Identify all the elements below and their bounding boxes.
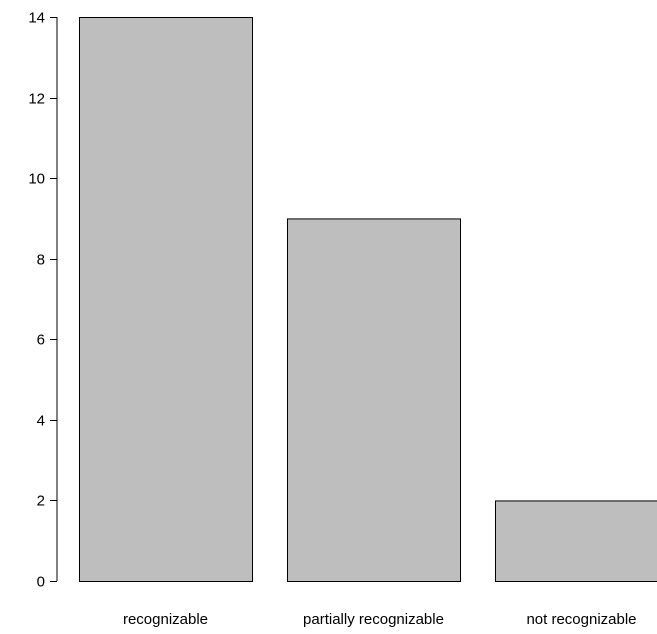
bars bbox=[79, 17, 657, 583]
y-tick-label: 6 bbox=[37, 332, 45, 349]
x-category-label: not recognizable bbox=[526, 611, 636, 628]
x-axis-labels: recognizable partially recognizable not re… bbox=[123, 611, 637, 628]
bar bbox=[287, 218, 461, 583]
y-tick-label: 0 bbox=[37, 574, 45, 591]
y-tick-label: 12 bbox=[28, 91, 45, 108]
y-axis: 0 2 4 6 8 10 12 14 bbox=[28, 10, 58, 591]
x-category-label: recognizable bbox=[123, 611, 208, 628]
bar bbox=[495, 500, 657, 582]
bar bbox=[79, 17, 253, 582]
y-tick-label: 2 bbox=[37, 493, 45, 510]
y-tick-label: 10 bbox=[28, 171, 45, 188]
y-tick-label: 4 bbox=[37, 413, 45, 430]
y-tick-label: 14 bbox=[28, 10, 45, 27]
x-category-label: partially recognizable bbox=[303, 611, 444, 628]
y-tick-label: 8 bbox=[37, 252, 45, 269]
